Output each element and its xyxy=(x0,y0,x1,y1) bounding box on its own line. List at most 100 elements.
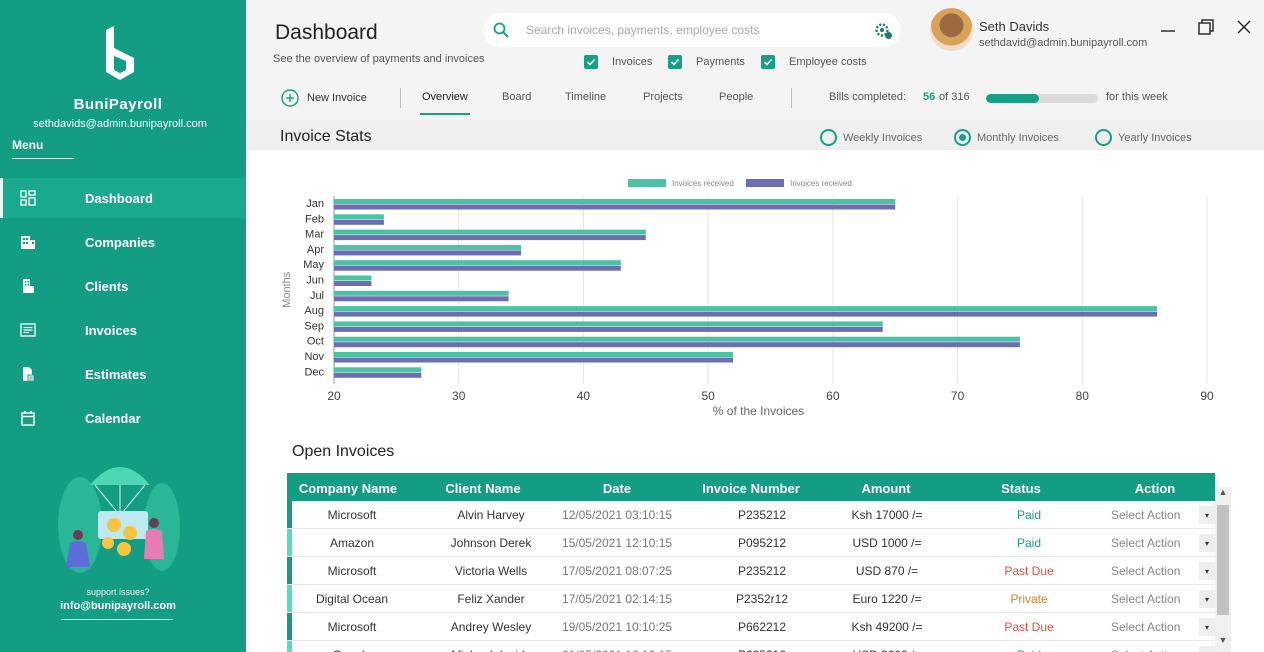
tab-board[interactable]: Board xyxy=(502,91,532,103)
cell-date: 17/05/2021 02:14:15 xyxy=(561,592,673,606)
select-action-label: Select Action xyxy=(1111,508,1181,522)
tab-people[interactable]: People xyxy=(719,91,754,103)
close-icon[interactable] xyxy=(1235,18,1253,36)
bar-feb-series-1 xyxy=(334,214,384,220)
y-tick-label: Apr xyxy=(307,244,324,256)
radio-weekly-invoices[interactable]: Weekly Invoices xyxy=(820,129,922,146)
bar-sep-series-1 xyxy=(334,321,883,327)
brand-name: BuniPayroll xyxy=(73,96,163,113)
radio-off-icon xyxy=(1095,129,1112,146)
chevron-down-icon[interactable]: ▾ xyxy=(1199,590,1215,608)
bar-mar-series-2 xyxy=(334,235,646,241)
sidebar-item-estimates[interactable]: Estimates xyxy=(0,354,246,394)
table-row[interactable]: Amazon Johnson Derek 15/05/2021 12:10:15 P0… xyxy=(287,529,1215,557)
chevron-down-icon[interactable]: ▾ xyxy=(1199,534,1215,552)
tab-overview[interactable]: Overview xyxy=(422,91,468,103)
checkbox-checked-icon xyxy=(668,55,682,69)
bar-oct-series-1 xyxy=(334,336,1020,342)
bar-feb-series-2 xyxy=(334,219,384,225)
scroll-up-icon[interactable]: ▲ xyxy=(1218,487,1228,497)
filter-payments-checkbox[interactable]: Payments xyxy=(668,55,745,69)
select-action-dropdown[interactable]: Select Action ▾ xyxy=(1103,561,1215,581)
minimize-icon[interactable] xyxy=(1159,18,1177,36)
x-tick-label: 30 xyxy=(452,389,466,403)
radio-yearly-invoices[interactable]: Yearly Invoices xyxy=(1095,129,1192,146)
bar-nov-series-1 xyxy=(334,352,734,357)
support-email-link[interactable]: info@bunipayroll.com xyxy=(60,600,176,612)
sidebar-item-label: Invoices xyxy=(85,322,138,338)
y-tick-label: Jun xyxy=(306,275,324,287)
select-action-dropdown[interactable]: Select Action ▾ xyxy=(1103,617,1215,637)
radio-label: Weekly Invoices xyxy=(843,131,923,144)
select-action-dropdown[interactable]: Select Action ▾ xyxy=(1103,589,1215,609)
sidebar-item-invoices[interactable]: Invoices xyxy=(0,310,246,350)
table-row[interactable]: Digital Ocean Feliz Xander 17/05/2021 02:1… xyxy=(287,585,1215,613)
settings-filter-icon[interactable] xyxy=(875,22,893,40)
cell-client: Michael davids xyxy=(423,648,559,652)
y-tick-label: Jul xyxy=(310,290,324,302)
support-illustration xyxy=(58,467,180,573)
new-invoice-label: New Invoice xyxy=(307,92,367,104)
tab-projects[interactable]: Projects xyxy=(643,91,683,103)
radio-monthly-invoices[interactable]: Monthly Invoices xyxy=(954,129,1059,146)
chevron-down-icon[interactable]: ▾ xyxy=(1199,506,1215,524)
checkbox-checked-icon xyxy=(761,55,775,69)
bar-jan-series-2 xyxy=(334,204,896,210)
y-tick-label: Dec xyxy=(304,366,324,378)
select-action-dropdown[interactable]: Select Action ▾ xyxy=(1103,533,1215,553)
avatar[interactable] xyxy=(930,8,973,51)
cell-client: Alvin Harvey xyxy=(457,508,525,522)
tab-timeline[interactable]: Timeline xyxy=(565,91,607,103)
search-icon[interactable] xyxy=(493,22,509,38)
table-scrollbar[interactable]: ▲ ▼ xyxy=(1215,487,1231,652)
scrollbar-thumb[interactable] xyxy=(1217,505,1229,615)
table-row[interactable]: Microsoft Andrey Wesley 19/05/2021 10:10:2… xyxy=(287,613,1215,641)
radio-label: Monthly Invoices xyxy=(977,131,1059,144)
sidebar-item-companies[interactable]: Companies xyxy=(0,222,246,262)
x-tick-label: 80 xyxy=(1076,389,1090,403)
page-subtitle: See the overview of payments and invoice… xyxy=(273,53,485,65)
cell-company: Microsoft xyxy=(327,508,377,522)
table-row[interactable]: Google Michael davids21/05/2021 12:10:15 P… xyxy=(287,641,1215,652)
support-divider xyxy=(61,619,173,620)
bar-jun-series-1 xyxy=(334,275,372,281)
filter-label: Payments xyxy=(696,56,745,68)
search-input[interactable] xyxy=(526,21,826,39)
maximize-icon[interactable] xyxy=(1197,18,1215,36)
bar-aug-series-2 xyxy=(334,311,1158,317)
chevron-down-icon[interactable]: ▾ xyxy=(1199,646,1215,652)
sidebar-item-dashboard[interactable]: Dashboard xyxy=(0,178,246,218)
cell-date: 19/05/2021 10:10:25 xyxy=(561,620,673,634)
x-tick-label: 60 xyxy=(826,389,840,403)
status-badge: Paid xyxy=(1016,508,1042,522)
bar-jun-series-2 xyxy=(334,281,372,286)
chevron-down-icon[interactable]: ▾ xyxy=(1199,618,1215,636)
checkbox-checked-icon xyxy=(584,55,598,69)
sidebar-item-calendar[interactable]: Calendar xyxy=(0,398,246,438)
cell-amount: USD 1000 /= xyxy=(852,536,922,550)
sidebar-item-clients[interactable]: Clients xyxy=(0,266,246,306)
table-row[interactable]: Microsoft Victoria Wells 17/05/2021 08:07:… xyxy=(287,557,1215,585)
bills-completed-count: 56 xyxy=(923,91,936,103)
cell-amount: USD 870 /= xyxy=(855,564,919,578)
x-axis-label: % of the Invoices xyxy=(713,404,804,418)
estimate-icon xyxy=(23,367,35,382)
y-tick-label: Sep xyxy=(304,320,324,332)
select-action-dropdown[interactable]: Select Action ▾ xyxy=(1103,505,1215,525)
bar-may-series-1 xyxy=(334,260,621,266)
open-invoices-title: Open Invoices xyxy=(292,443,395,460)
cell-date: 12/05/2021 03:10:15 xyxy=(561,508,673,522)
cell-number: P235212 xyxy=(737,564,787,578)
status-badge: Past Due xyxy=(1004,620,1054,634)
y-tick-label: Jan xyxy=(306,198,324,210)
chevron-down-icon[interactable]: ▾ xyxy=(1199,562,1215,580)
scroll-down-icon[interactable]: ▼ xyxy=(1218,635,1228,645)
select-action-dropdown[interactable]: Select Action ▾ xyxy=(1103,645,1215,652)
client-building-icon xyxy=(23,279,34,293)
cell-number: P2352r12 xyxy=(735,592,789,606)
new-invoice-button[interactable]: New Invoice xyxy=(281,89,367,107)
filter-invoices-checkbox[interactable]: Invoices xyxy=(584,55,652,69)
filter-employee-costs-checkbox[interactable]: Employee costs xyxy=(761,55,867,69)
select-action-label: Select Action xyxy=(1111,648,1180,652)
table-row[interactable]: Microsoft Alvin Harvey 12/05/2021 03:10:15… xyxy=(287,501,1215,529)
